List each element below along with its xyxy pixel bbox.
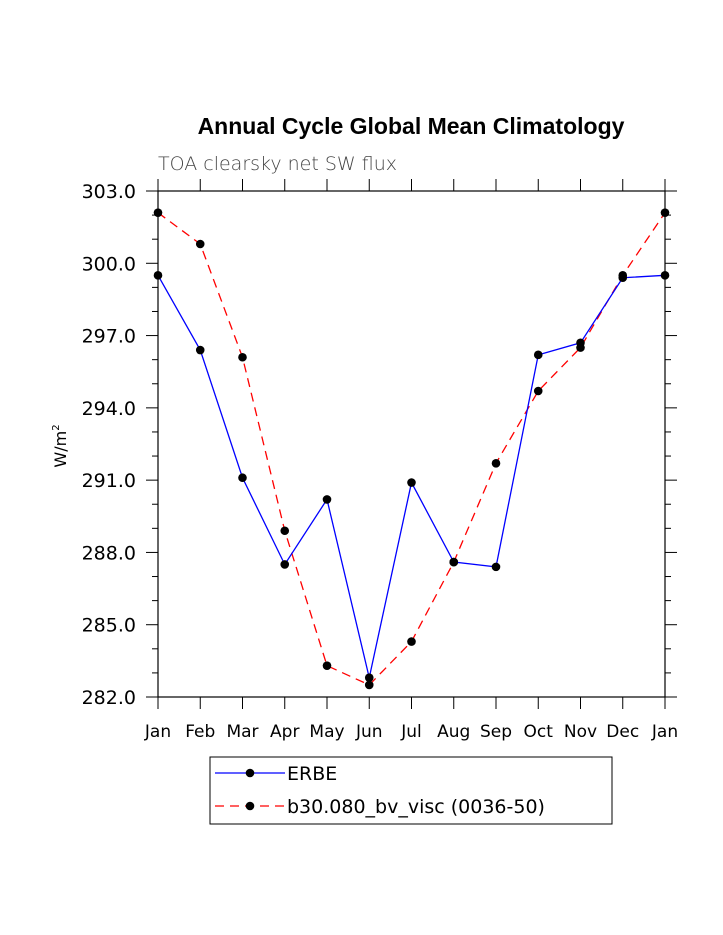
series-0-point: [280, 560, 290, 569]
series-0-point: [238, 473, 247, 483]
y-axis-label: W/m2: [51, 424, 70, 467]
series-0-point: [153, 271, 163, 280]
series-1-point: [322, 661, 332, 670]
series-1-point: [195, 239, 205, 249]
x-tick-label: Mar: [226, 722, 258, 742]
x-tick-label: Feb: [185, 722, 215, 742]
y-tick-label: 291.0: [82, 470, 136, 492]
x-tick-label: Jan: [144, 722, 171, 742]
x-tick-label: May: [309, 722, 344, 742]
series-1-point: [407, 637, 416, 646]
legend: ERBE b30.080_bv_visc (0036-50): [209, 756, 613, 825]
legend-marker-erbe: [245, 768, 255, 778]
y-tick-label: 300.0: [82, 253, 136, 275]
legend-box: [209, 756, 613, 825]
y-axis-label-superscript: 2: [51, 424, 62, 430]
series-0-point: [364, 673, 374, 683]
legend-label-erbe: ERBE: [287, 763, 337, 785]
plot-frame: [157, 190, 666, 698]
series-1-point: [660, 208, 670, 217]
axis-ticks: [146, 179, 677, 709]
x-tick-label: Jun: [355, 722, 383, 742]
series-0-point: [660, 271, 670, 280]
x-tick-label: Nov: [564, 722, 597, 742]
series-1-point: [364, 680, 374, 690]
chart-title: Annual Cycle Global Mean Climatology: [198, 113, 625, 139]
x-tick-label: Aug: [437, 722, 470, 742]
series-1-point: [280, 526, 290, 536]
x-tick-label: Oct: [524, 722, 554, 742]
series-0-point: [491, 562, 501, 572]
y-tick-label: 285.0: [82, 615, 136, 637]
y-tick-label: 294.0: [82, 398, 136, 420]
series-line-1: [157, 212, 666, 686]
series-1-point: [238, 352, 247, 362]
y-axis-label-text: W/m: [51, 431, 70, 468]
y-tick-label: 303.0: [82, 181, 136, 203]
series-0-point: [195, 345, 205, 355]
series-1-point: [449, 557, 459, 567]
series-points: [153, 208, 670, 690]
series-1-point: [618, 271, 628, 280]
series-1-point: [576, 343, 585, 352]
y-tick-label: 282.0: [82, 687, 136, 709]
series-0-point: [533, 350, 543, 360]
series-0-point: [322, 495, 332, 504]
series-1-point: [533, 386, 543, 396]
y-tick-label: 288.0: [82, 542, 136, 564]
plot-area: 282.0 285.0 288.0 291.0 294.0 297.0 300.0 303.0…: [82, 179, 678, 742]
y-tick-labels: 282.0 285.0 288.0 291.0 294.0 297.0 300.0 303.0: [82, 181, 136, 709]
chart-subtitle: TOA clearsky net SW flux: [158, 153, 397, 175]
x-tick-label: Sep: [480, 722, 512, 742]
legend-marker-model: [245, 801, 255, 811]
x-tick-label: Dec: [606, 722, 639, 742]
x-tick-label: Jul: [400, 722, 422, 742]
series-1-point: [153, 208, 163, 217]
x-tick-labels: Jan Feb Mar Apr May Jun Jul Aug Sep Oct Nov Dec Jan: [144, 722, 678, 742]
legend-label-model: b30.080_bv_visc (0036-50): [287, 796, 545, 818]
series-1-point: [491, 458, 501, 468]
x-tick-label: Jan: [651, 722, 678, 742]
series-0-point: [407, 478, 416, 487]
x-tick-label: Apr: [270, 722, 299, 742]
y-tick-label: 297.0: [82, 326, 136, 348]
series-lines: [157, 212, 666, 686]
